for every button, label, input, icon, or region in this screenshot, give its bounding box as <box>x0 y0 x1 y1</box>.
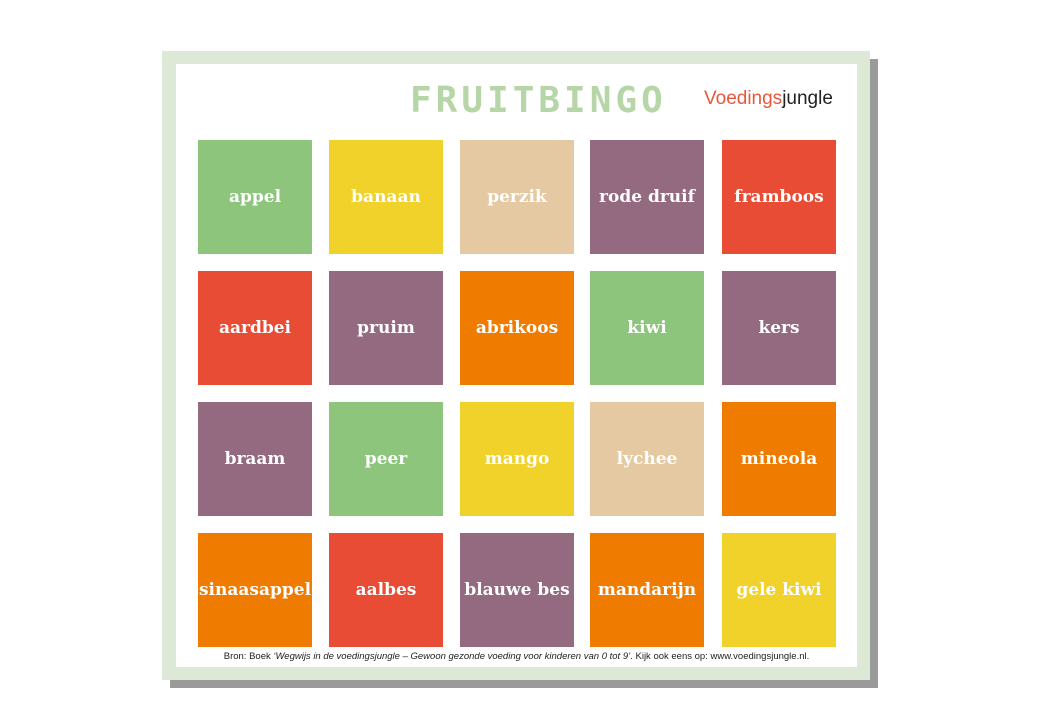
bingo-tile: framboos <box>722 140 836 254</box>
page-title: FRUITBINGO <box>410 80 667 121</box>
tile-label: abrikoos <box>475 318 559 338</box>
tile-label: mineola <box>740 449 818 469</box>
tile-label: lychee <box>616 449 678 469</box>
bingo-tile: gele kiwi <box>722 533 836 647</box>
tile-label: pruim <box>357 318 415 338</box>
tile-label: kers <box>758 318 800 338</box>
bingo-tile: peer <box>329 402 443 516</box>
tile-label: blauwe bes <box>464 580 570 600</box>
bingo-tile: mineola <box>722 402 836 516</box>
bingo-tile: aalbes <box>329 533 443 647</box>
tile-label: mandarijn <box>597 580 697 600</box>
tile-label: aalbes <box>355 580 417 600</box>
bingo-tile: aardbei <box>198 271 312 385</box>
bingo-tile: mango <box>460 402 574 516</box>
tile-label: banaan <box>351 187 421 207</box>
tile-label: kiwi <box>627 318 667 338</box>
bingo-tile: abrikoos <box>460 271 574 385</box>
logo: Voedingsjungle <box>704 88 833 109</box>
tile-label: framboos <box>734 187 824 207</box>
tile-label: gele kiwi <box>736 580 822 600</box>
bingo-tile: appel <box>198 140 312 254</box>
bingo-tile: braam <box>198 402 312 516</box>
bingo-tile: kers <box>722 271 836 385</box>
bingo-tile: lychee <box>590 402 704 516</box>
source-footer: Bron: Boek ‘Wegwijs in de voedingsjungle… <box>223 651 810 662</box>
bingo-tile: banaan <box>329 140 443 254</box>
tile-label: appel <box>228 187 282 207</box>
tile-label: sinaasappel <box>198 580 312 600</box>
bingo-tile: sinaasappel <box>198 533 312 647</box>
bingo-tile: mandarijn <box>590 533 704 647</box>
bingo-tile: perzik <box>460 140 574 254</box>
tile-label: perzik <box>487 187 547 207</box>
bingo-tile: pruim <box>329 271 443 385</box>
tile-label: mango <box>484 449 550 469</box>
tile-label: braam <box>224 449 286 469</box>
tile-label: peer <box>364 449 408 469</box>
tile-label: aardbei <box>218 318 292 338</box>
tile-label: rode druif <box>599 187 695 207</box>
bingo-tile: kiwi <box>590 271 704 385</box>
bingo-tile: blauwe bes <box>460 533 574 647</box>
bingo-tile: rode druif <box>590 140 704 254</box>
